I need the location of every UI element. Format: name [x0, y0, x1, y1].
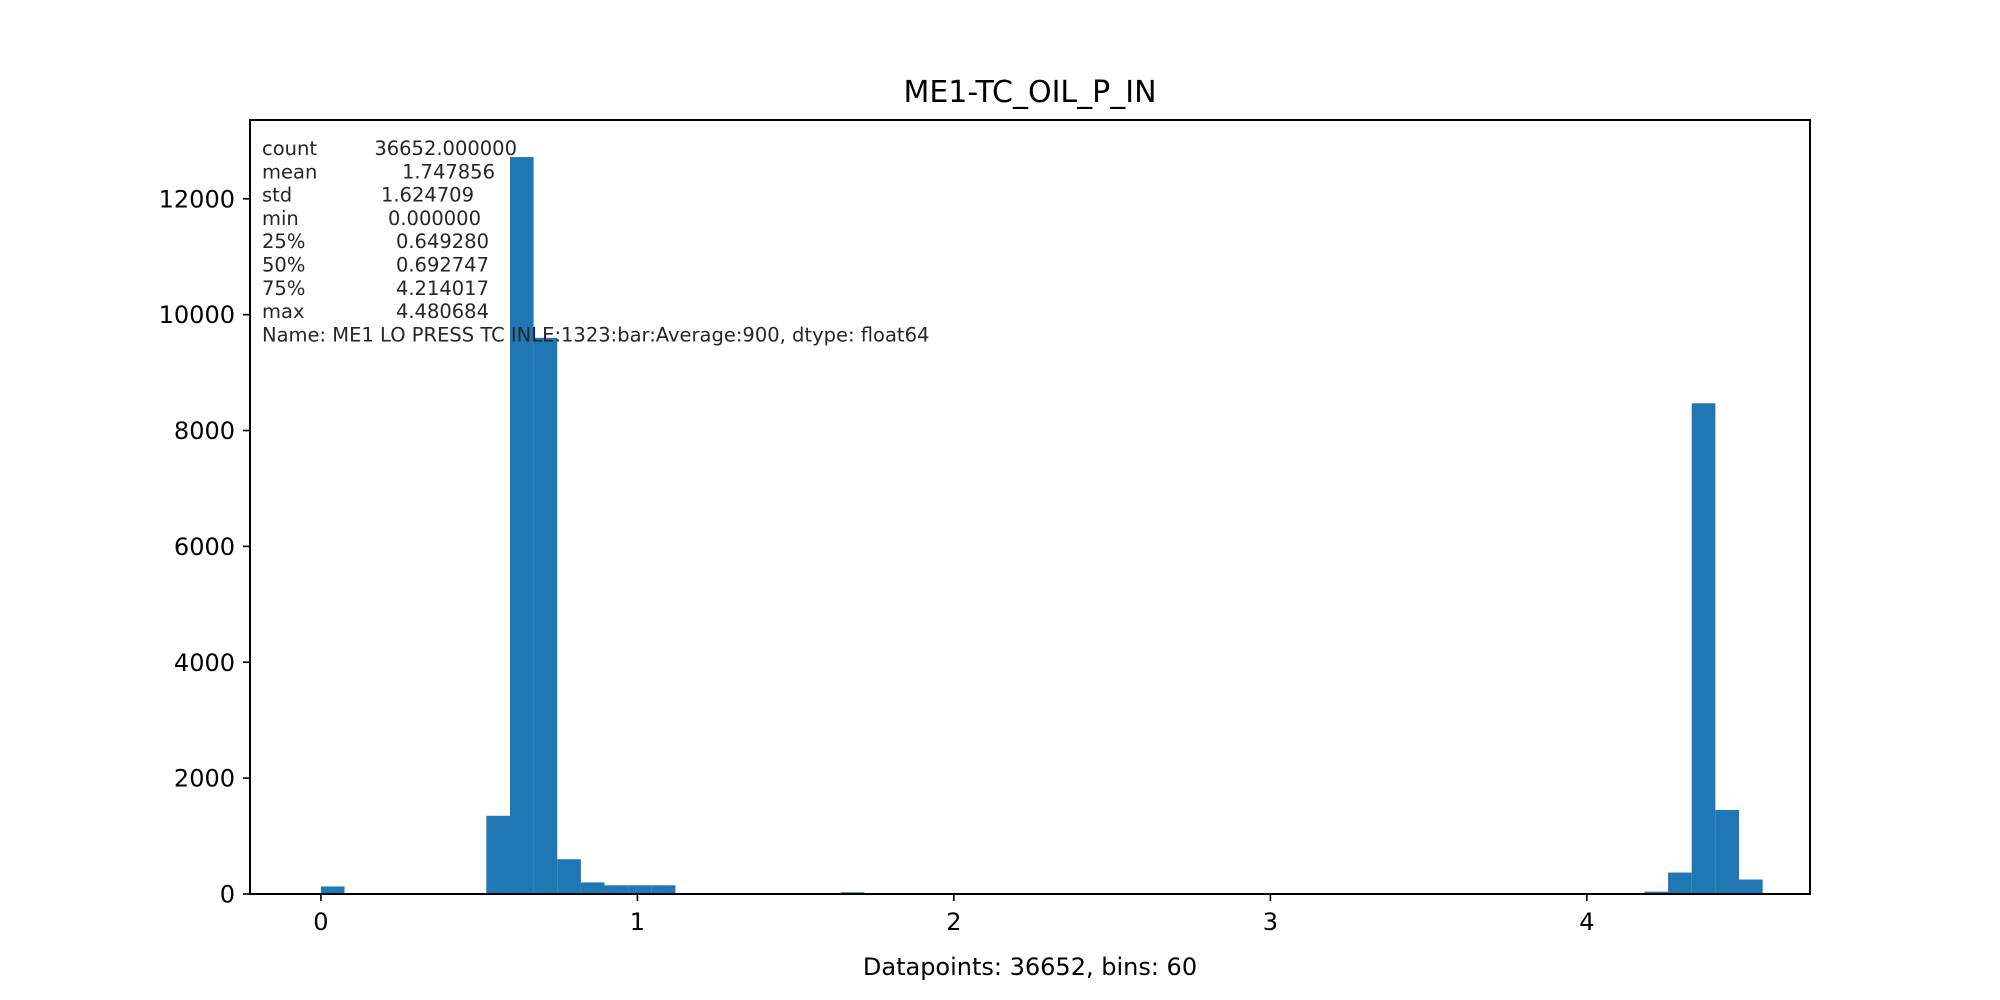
chart-title: ME1-TC_OIL_P_IN [903, 75, 1156, 110]
stats-box: count 36652.000000 mean 1.747856 std 1.624709… [262, 137, 929, 346]
x-tick-label: 3 [1263, 908, 1278, 936]
y-tick-label: 0 [220, 881, 235, 909]
stats-value: 1.624709 [381, 184, 474, 207]
y-axis: 0 2000 4000 6000 8000 10000 12000 [159, 185, 250, 909]
histogram-bar [320, 886, 345, 894]
stats-key: min [262, 207, 299, 230]
histogram-bar [1668, 872, 1692, 894]
y-tick-label: 4000 [174, 649, 235, 677]
stats-name-line: Name: ME1 LO PRESS TC INLE:1323:bar:Aver… [262, 323, 929, 346]
x-tick-label: 4 [1579, 908, 1594, 936]
stats-key: 25% [262, 230, 305, 253]
x-axis: 0 1 2 3 4 [313, 894, 1595, 936]
stats-value: 4.214017 [396, 277, 489, 300]
stats-value: 36652.000000 [374, 137, 517, 160]
y-tick-label: 6000 [174, 533, 235, 561]
histogram-bar [1739, 879, 1763, 894]
x-tick-label: 2 [946, 908, 961, 936]
stats-value: 1.747856 [402, 160, 495, 183]
stats-value: 0.649280 [396, 230, 489, 253]
x-axis-label: Datapoints: 36652, bins: 60 [863, 953, 1197, 981]
stats-key: std [262, 184, 292, 207]
histogram-bar [557, 859, 581, 894]
histogram-bar [509, 157, 534, 894]
y-tick-label: 8000 [174, 417, 235, 445]
histogram-bar [533, 337, 558, 895]
histogram-bar [604, 885, 629, 894]
stats-key: count [262, 137, 317, 160]
histogram-bar [1691, 403, 1716, 894]
histogram-bar [1644, 891, 1669, 894]
histogram-bar [651, 885, 676, 894]
histogram-bar [486, 815, 510, 894]
stats-value: 0.000000 [388, 207, 481, 230]
histogram-bar [1715, 810, 1740, 894]
x-tick-label: 1 [630, 908, 645, 936]
y-tick-label: 2000 [174, 765, 235, 793]
histogram-bar [580, 882, 605, 894]
plot-frame [249, 119, 1811, 895]
stats-value: 4.480684 [396, 300, 489, 323]
stats-key: 50% [262, 254, 305, 277]
stats-value: 0.692747 [396, 254, 489, 277]
stats-key: mean [262, 160, 317, 183]
stats-key: 75% [262, 277, 305, 300]
y-tick-label: 12000 [159, 185, 235, 213]
x-tick-label: 0 [313, 908, 328, 936]
stats-key: max [262, 300, 305, 323]
histogram-bar [628, 885, 652, 894]
y-tick-label: 10000 [159, 301, 235, 329]
